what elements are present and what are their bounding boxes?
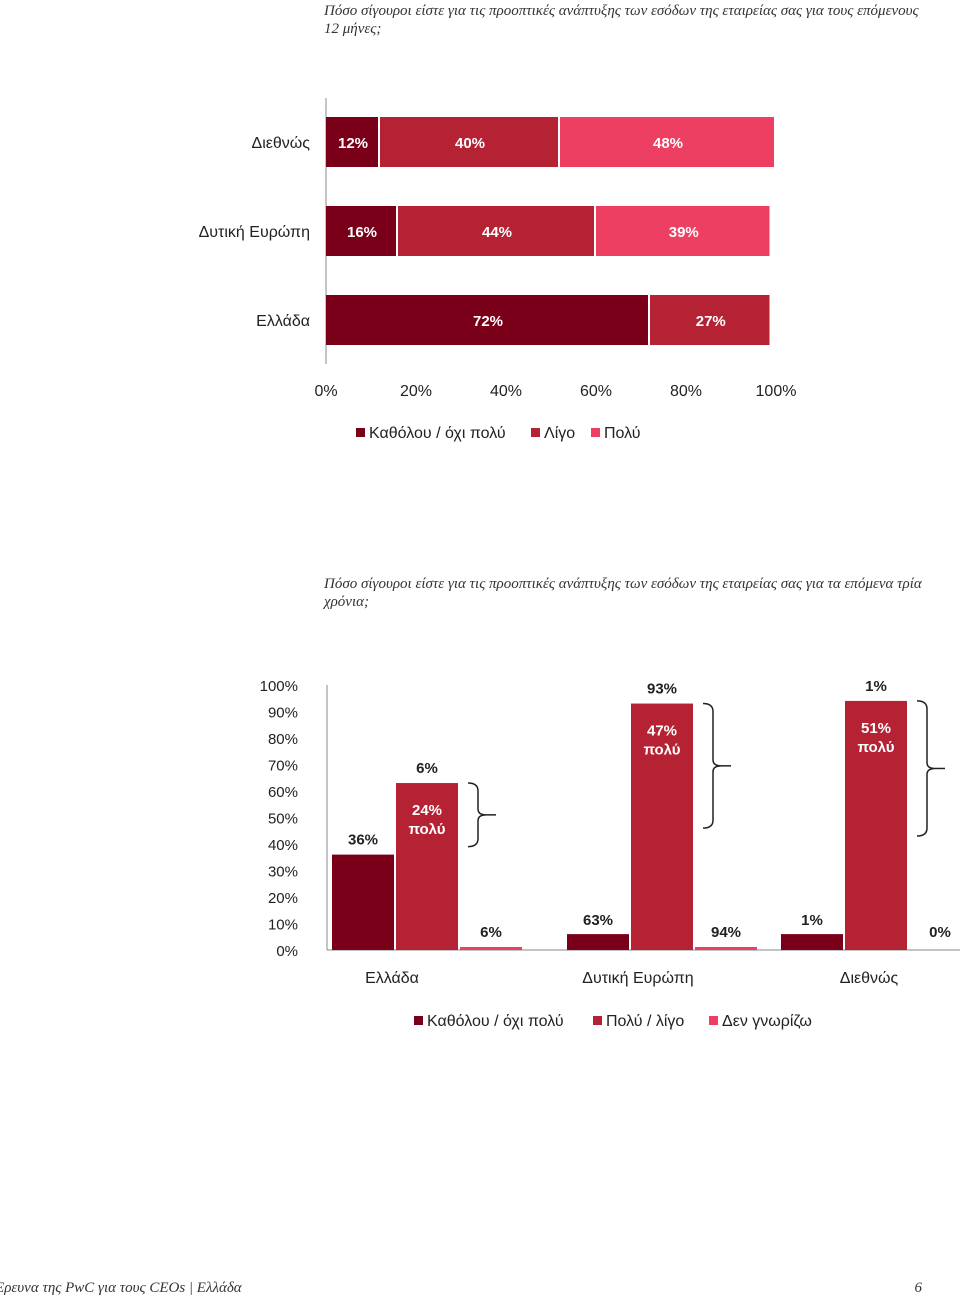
category-label: Δυτική Ευρώπη — [199, 224, 310, 241]
bar — [695, 947, 757, 950]
data-label: 0% — [929, 924, 951, 941]
data-label: 12% — [338, 135, 368, 152]
data-label: 48% — [653, 135, 683, 152]
question-12-months: Πόσο σίγουροι είστε για τις προοπτικές α… — [324, 3, 919, 37]
data-label: 16% — [347, 224, 377, 241]
question-3-years: Πόσο σίγουροι είστε για τις προοπτικές α… — [324, 576, 922, 610]
data-label: 40% — [455, 135, 485, 152]
chart-12-months: Διεθνώς 12% 40% 48% Δυτική Ευρώπη 16% 44% 39% Ελ… — [199, 98, 797, 442]
data-label: 93% — [647, 681, 677, 698]
bar — [396, 783, 458, 950]
legend-swatch — [531, 428, 540, 437]
category-label: Ελλάδα — [365, 970, 419, 987]
data-label: 44% — [482, 224, 512, 241]
footer: Έρευνα της PwC για τους CEOs | Ελλάδα 6 — [0, 1280, 960, 1300]
y-tick-label: 40% — [268, 837, 298, 854]
y-tick-label: 50% — [268, 811, 298, 828]
bar-segment — [380, 117, 558, 167]
footer-title: Έρευνα της PwC για τους CEOs | Ελλάδα — [0, 1280, 242, 1296]
curly-brace — [467, 782, 487, 848]
data-label: 27% — [696, 313, 726, 330]
y-tick-label: 90% — [268, 705, 298, 722]
bar — [781, 934, 843, 950]
legend-label: Καθόλου / όχι πολύ — [427, 1013, 564, 1030]
data-label: 72% — [473, 313, 503, 330]
data-label: 94% — [711, 924, 741, 941]
annotation-label: πολύ — [408, 821, 445, 838]
y-tick-label: 70% — [268, 758, 298, 775]
bar-segment — [398, 206, 594, 256]
bar — [845, 700, 907, 950]
annotation-value: 51% — [861, 720, 891, 737]
category-label: Διεθνώς — [840, 970, 899, 987]
x-tick-label: 60% — [580, 383, 612, 400]
bar-segment — [326, 295, 648, 345]
y-tick-label: 80% — [268, 731, 298, 748]
legend-label: Δεν γνωρίζω — [722, 1013, 812, 1030]
annotation-value: 47% — [647, 723, 677, 740]
x-tick-label: 100% — [756, 383, 797, 400]
x-tick-label: 20% — [400, 383, 432, 400]
bar-segment — [326, 117, 378, 167]
legend-swatch — [709, 1016, 718, 1025]
data-label: 36% — [348, 832, 378, 849]
chart-3-years: 100% 90% 80% 70% 60% 50% 40% 30% 20% 10% 0% 36% 6% 6%… — [260, 678, 960, 1030]
data-label: 39% — [669, 224, 699, 241]
data-label: 6% — [480, 924, 502, 941]
y-tick-label: 100% — [260, 678, 298, 695]
category-label: Διεθνώς — [252, 135, 311, 152]
data-label: 63% — [583, 912, 613, 929]
annotation-label: πολύ — [857, 739, 894, 756]
x-tick-label: 80% — [670, 383, 702, 400]
legend-swatch — [593, 1016, 602, 1025]
category-label: Δυτική Ευρώπη — [582, 970, 693, 987]
bar-segment — [650, 295, 770, 345]
curly-brace — [702, 702, 722, 829]
page-number: 6 — [914, 1280, 923, 1296]
y-tick-label: 30% — [268, 864, 298, 881]
bar-segment — [326, 206, 396, 256]
legend-swatch — [414, 1016, 423, 1025]
bar — [631, 703, 693, 950]
legend-swatch — [591, 428, 600, 437]
y-tick-label: 20% — [268, 890, 298, 907]
x-tick-label: 0% — [314, 383, 337, 400]
y-tick-label: 60% — [268, 784, 298, 801]
data-label: 1% — [801, 912, 823, 929]
bar — [567, 934, 629, 950]
data-label: 1% — [865, 678, 887, 695]
legend-label: Λίγο — [544, 425, 575, 442]
legend-label: Καθόλου / όχι πολύ — [369, 425, 506, 442]
y-tick-label: 0% — [276, 943, 298, 960]
bar — [332, 854, 394, 950]
category-label: Ελλάδα — [256, 313, 310, 330]
bar — [460, 947, 522, 950]
legend-label: Πολύ / λίγο — [606, 1013, 684, 1030]
annotation-value: 24% — [412, 802, 442, 819]
x-tick-label: 40% — [490, 383, 522, 400]
data-label: 6% — [416, 760, 438, 777]
legend-label: Πολύ — [604, 425, 641, 442]
legend-swatch — [356, 428, 365, 437]
y-tick-label: 10% — [268, 917, 298, 934]
bar-segment — [560, 117, 774, 167]
curly-brace — [916, 700, 936, 837]
bar-segment — [596, 206, 770, 256]
annotation-label: πολύ — [643, 742, 680, 759]
